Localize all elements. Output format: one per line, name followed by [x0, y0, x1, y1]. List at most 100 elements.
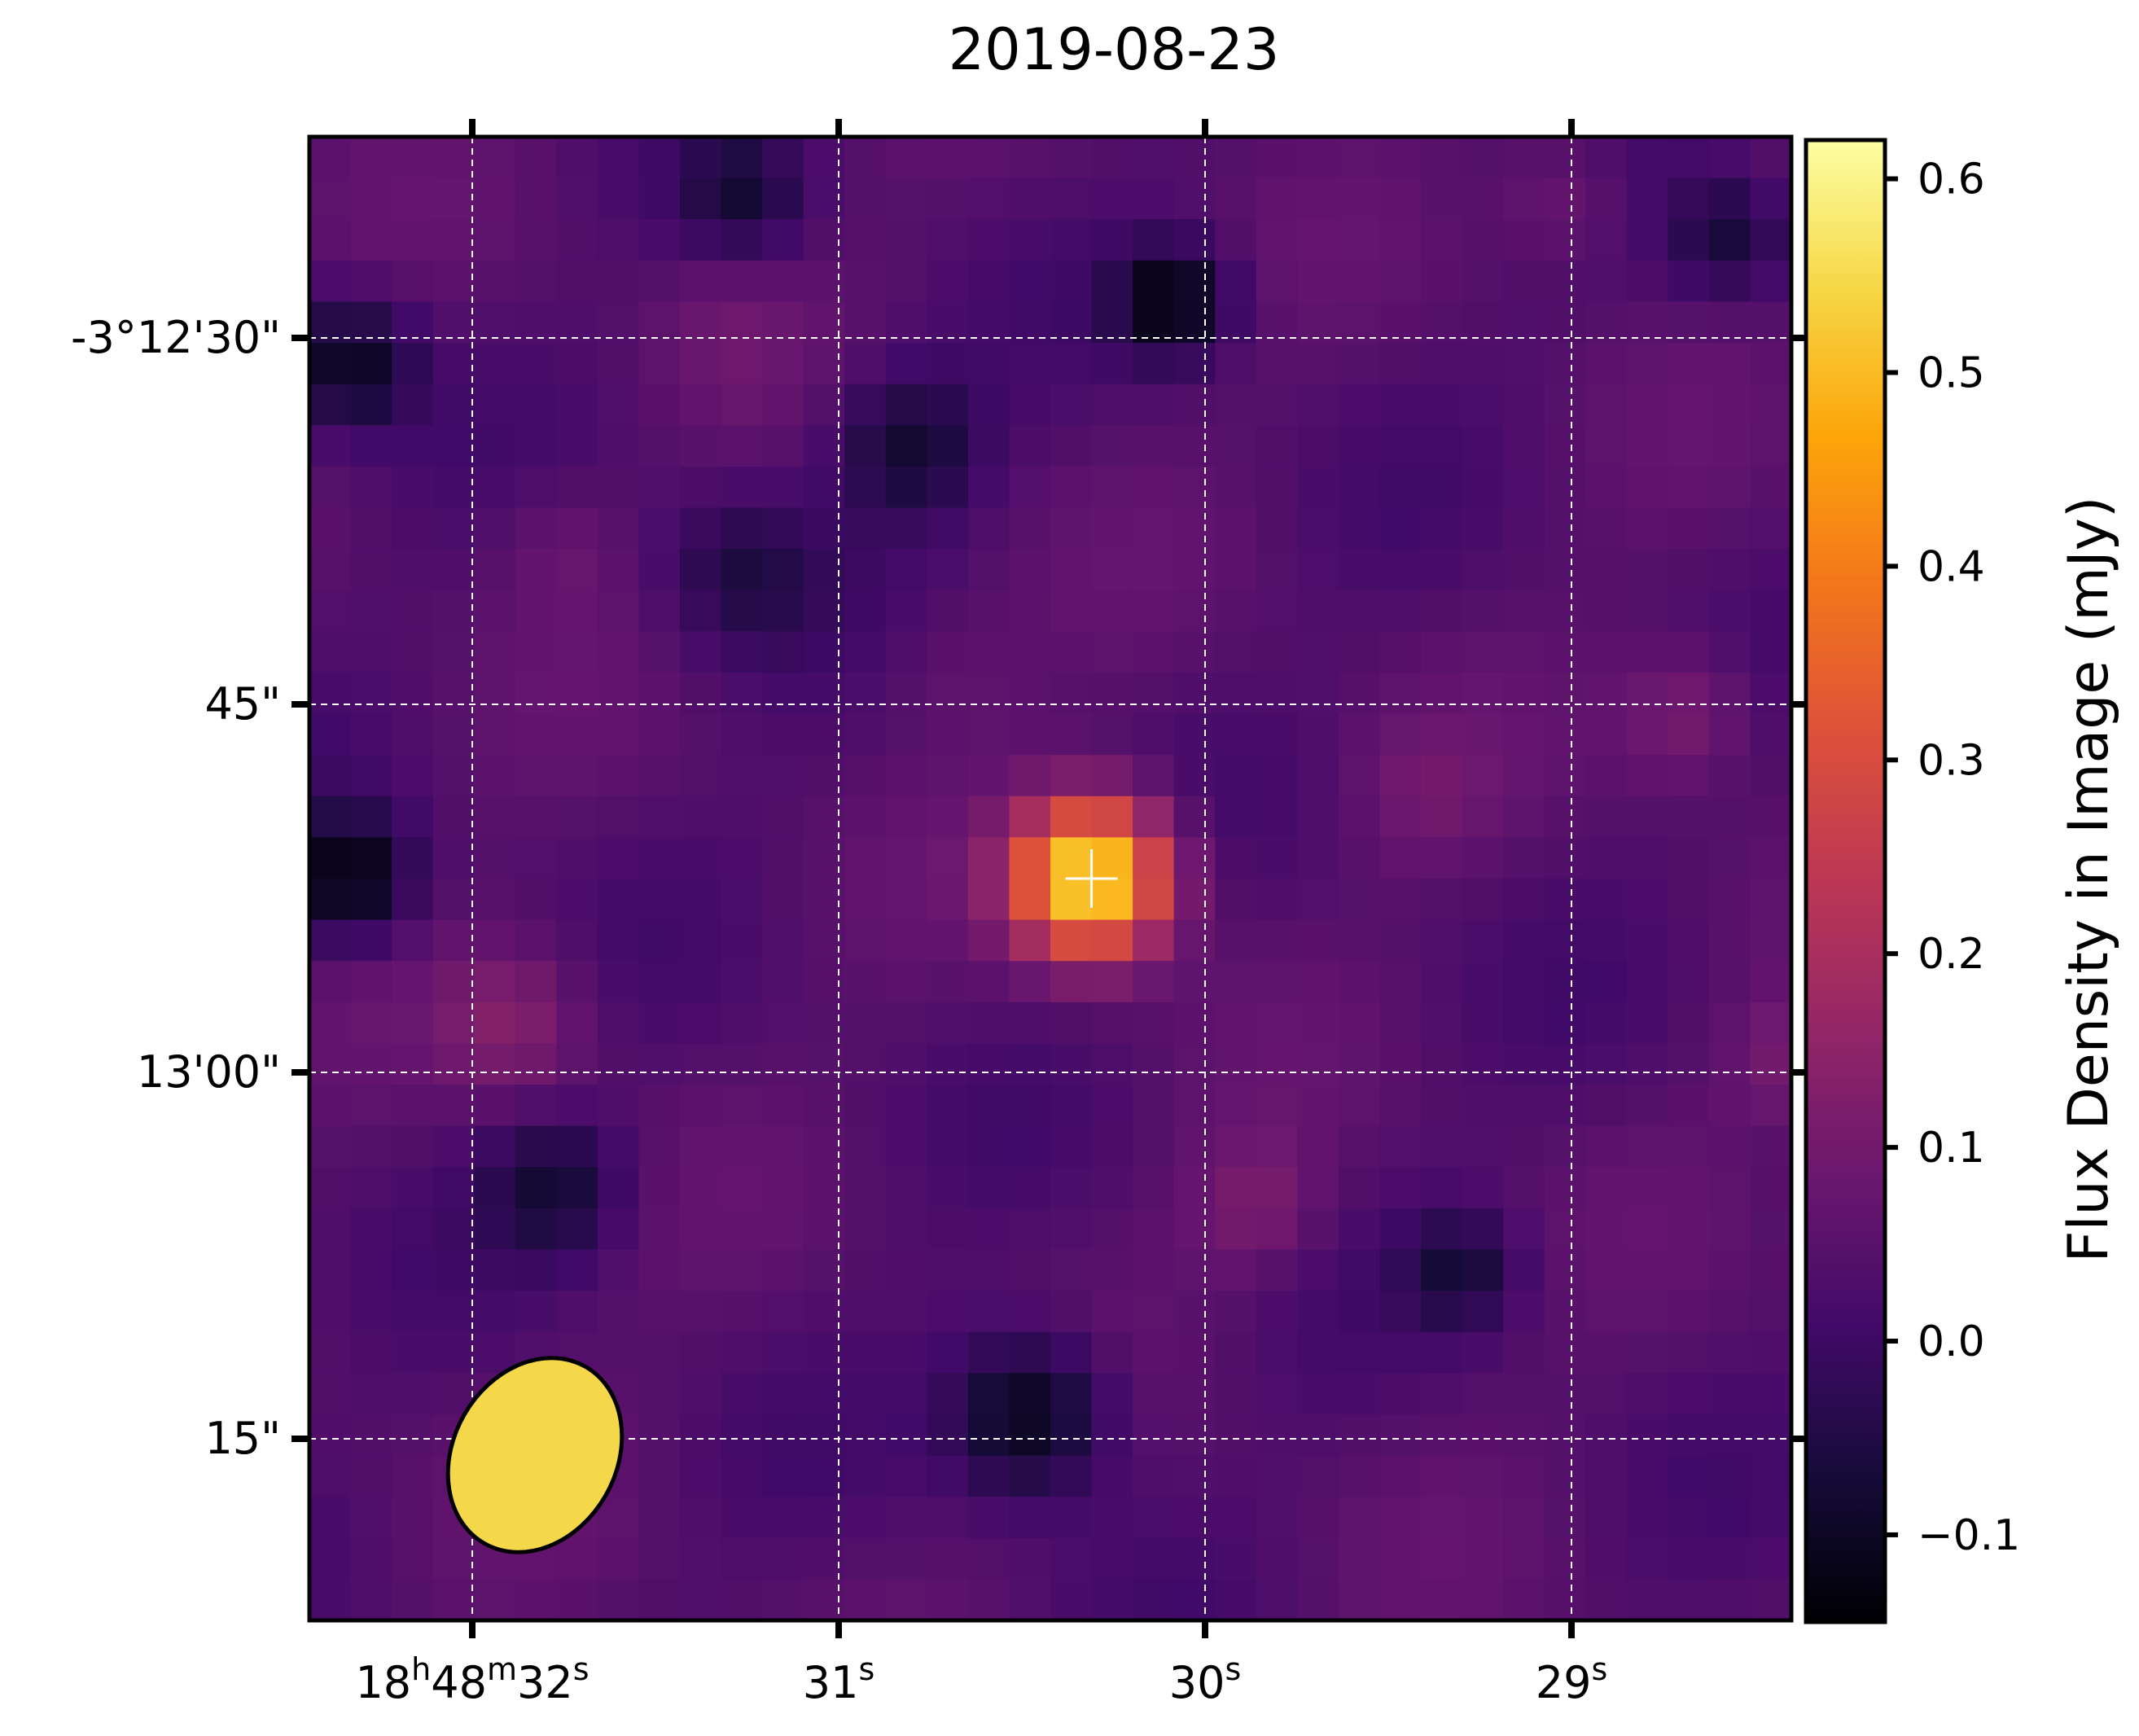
heat-pixel	[1626, 631, 1668, 673]
heat-pixel	[680, 1043, 722, 1085]
heat-pixel	[638, 384, 681, 426]
heat-pixel	[1379, 1455, 1422, 1497]
heat-pixel	[967, 631, 1010, 673]
heat-pixel	[309, 713, 352, 756]
heat-pixel	[1256, 301, 1298, 344]
heat-pixel	[350, 137, 392, 179]
heat-pixel	[1626, 1455, 1668, 1497]
heat-pixel	[967, 1167, 1010, 1209]
heat-pixel	[1133, 507, 1175, 550]
heat-pixel	[967, 1043, 1010, 1085]
heat-pixel	[1173, 672, 1216, 715]
heat-pixel	[515, 755, 557, 797]
heat-pixel	[885, 1497, 927, 1539]
heat-pixel	[309, 755, 352, 797]
x-tick-label: 31s​	[803, 1651, 875, 1708]
heat-pixel	[762, 837, 804, 879]
heat-pixel	[1503, 796, 1545, 838]
heat-pixel	[721, 1208, 763, 1251]
heat-pixel	[1379, 1291, 1422, 1333]
heat-pixel	[1009, 837, 1051, 879]
heat-pixel	[927, 1249, 969, 1291]
heat-pixel	[1668, 384, 1710, 426]
heat-pixel	[721, 1497, 763, 1539]
heat-pixel	[1379, 178, 1422, 220]
heat-pixel	[885, 1125, 927, 1168]
heat-pixel	[1503, 1249, 1545, 1291]
heat-pixel	[927, 1167, 969, 1209]
heat-pixel	[844, 1085, 887, 1127]
heat-pixel	[1668, 1455, 1710, 1497]
heat-pixel	[1338, 672, 1381, 715]
heat-pixel	[967, 1537, 1010, 1580]
heat-pixel	[1050, 260, 1093, 303]
heat-pixel	[597, 1085, 640, 1127]
heat-pixel	[927, 1414, 969, 1457]
heat-pixel	[1091, 590, 1133, 632]
heat-pixel	[1626, 1497, 1668, 1539]
heat-pixel	[1297, 1167, 1339, 1209]
heat-pixel	[680, 384, 722, 426]
heat-pixel	[927, 1208, 969, 1251]
heat-pixel	[1421, 1085, 1463, 1127]
heat-pixel	[1173, 466, 1216, 509]
heat-pixel	[1173, 260, 1216, 303]
heat-pixel	[1750, 713, 1792, 756]
heat-pixel	[1133, 1125, 1175, 1168]
heat-pixel	[1297, 1579, 1339, 1621]
heat-pixel	[927, 837, 969, 879]
heat-pixel	[1297, 1455, 1339, 1497]
heat-pixel	[1133, 1085, 1175, 1127]
heat-pixel	[309, 1579, 352, 1621]
heat-pixel	[1750, 672, 1792, 715]
heat-pixel	[1297, 713, 1339, 756]
heat-pixel	[1009, 1373, 1051, 1415]
heat-pixel	[1585, 1002, 1628, 1045]
colorbar-tick-label: 0.2	[1918, 930, 1985, 979]
heat-pixel	[1503, 301, 1545, 344]
heat-pixel	[1462, 1497, 1504, 1539]
heat-pixel	[1503, 1125, 1545, 1168]
heat-pixel	[721, 796, 763, 838]
heat-pixel	[680, 1085, 722, 1127]
heat-pixel	[1668, 919, 1710, 962]
heat-pixel	[1421, 590, 1463, 632]
heat-pixel	[1133, 137, 1175, 179]
heat-pixel	[967, 796, 1010, 838]
heat-pixel	[1173, 590, 1216, 632]
heat-pixel	[1708, 631, 1751, 673]
heat-pixel	[1503, 1537, 1545, 1580]
heat-pixel	[1009, 1497, 1051, 1539]
heat-pixel	[885, 1002, 927, 1045]
heat-pixel	[844, 1455, 887, 1497]
heat-pixel	[1297, 260, 1339, 303]
heat-pixel	[638, 1414, 681, 1457]
heat-pixel	[762, 1002, 804, 1045]
heat-pixel	[1338, 1002, 1381, 1045]
heat-pixel	[1091, 1249, 1133, 1291]
heat-pixel	[927, 1291, 969, 1333]
heat-pixel	[721, 1125, 763, 1168]
heat-pixel	[885, 1579, 927, 1621]
heat-pixel	[1708, 178, 1751, 220]
heat-pixel	[1544, 1125, 1586, 1168]
heat-pixel	[680, 260, 722, 303]
heat-pixel	[1215, 1125, 1257, 1168]
heat-pixel	[1133, 1579, 1175, 1621]
heat-pixel	[474, 1208, 516, 1251]
heat-pixel	[1668, 1085, 1710, 1127]
heat-pixel	[350, 1455, 392, 1497]
heat-pixel	[432, 919, 475, 962]
heat-pixel	[1379, 919, 1422, 962]
heat-pixel	[1626, 178, 1668, 220]
heat-pixel	[474, 178, 516, 220]
heat-pixel	[1626, 1331, 1668, 1374]
heat-pixel	[1668, 219, 1710, 261]
heat-pixel	[1421, 1455, 1463, 1497]
source-marker	[1065, 849, 1118, 908]
heat-pixel	[1668, 1167, 1710, 1209]
heat-pixel	[762, 879, 804, 921]
heat-pixel	[1379, 466, 1422, 509]
heat-pixel	[1462, 507, 1504, 550]
heat-pixel	[1297, 1125, 1339, 1168]
